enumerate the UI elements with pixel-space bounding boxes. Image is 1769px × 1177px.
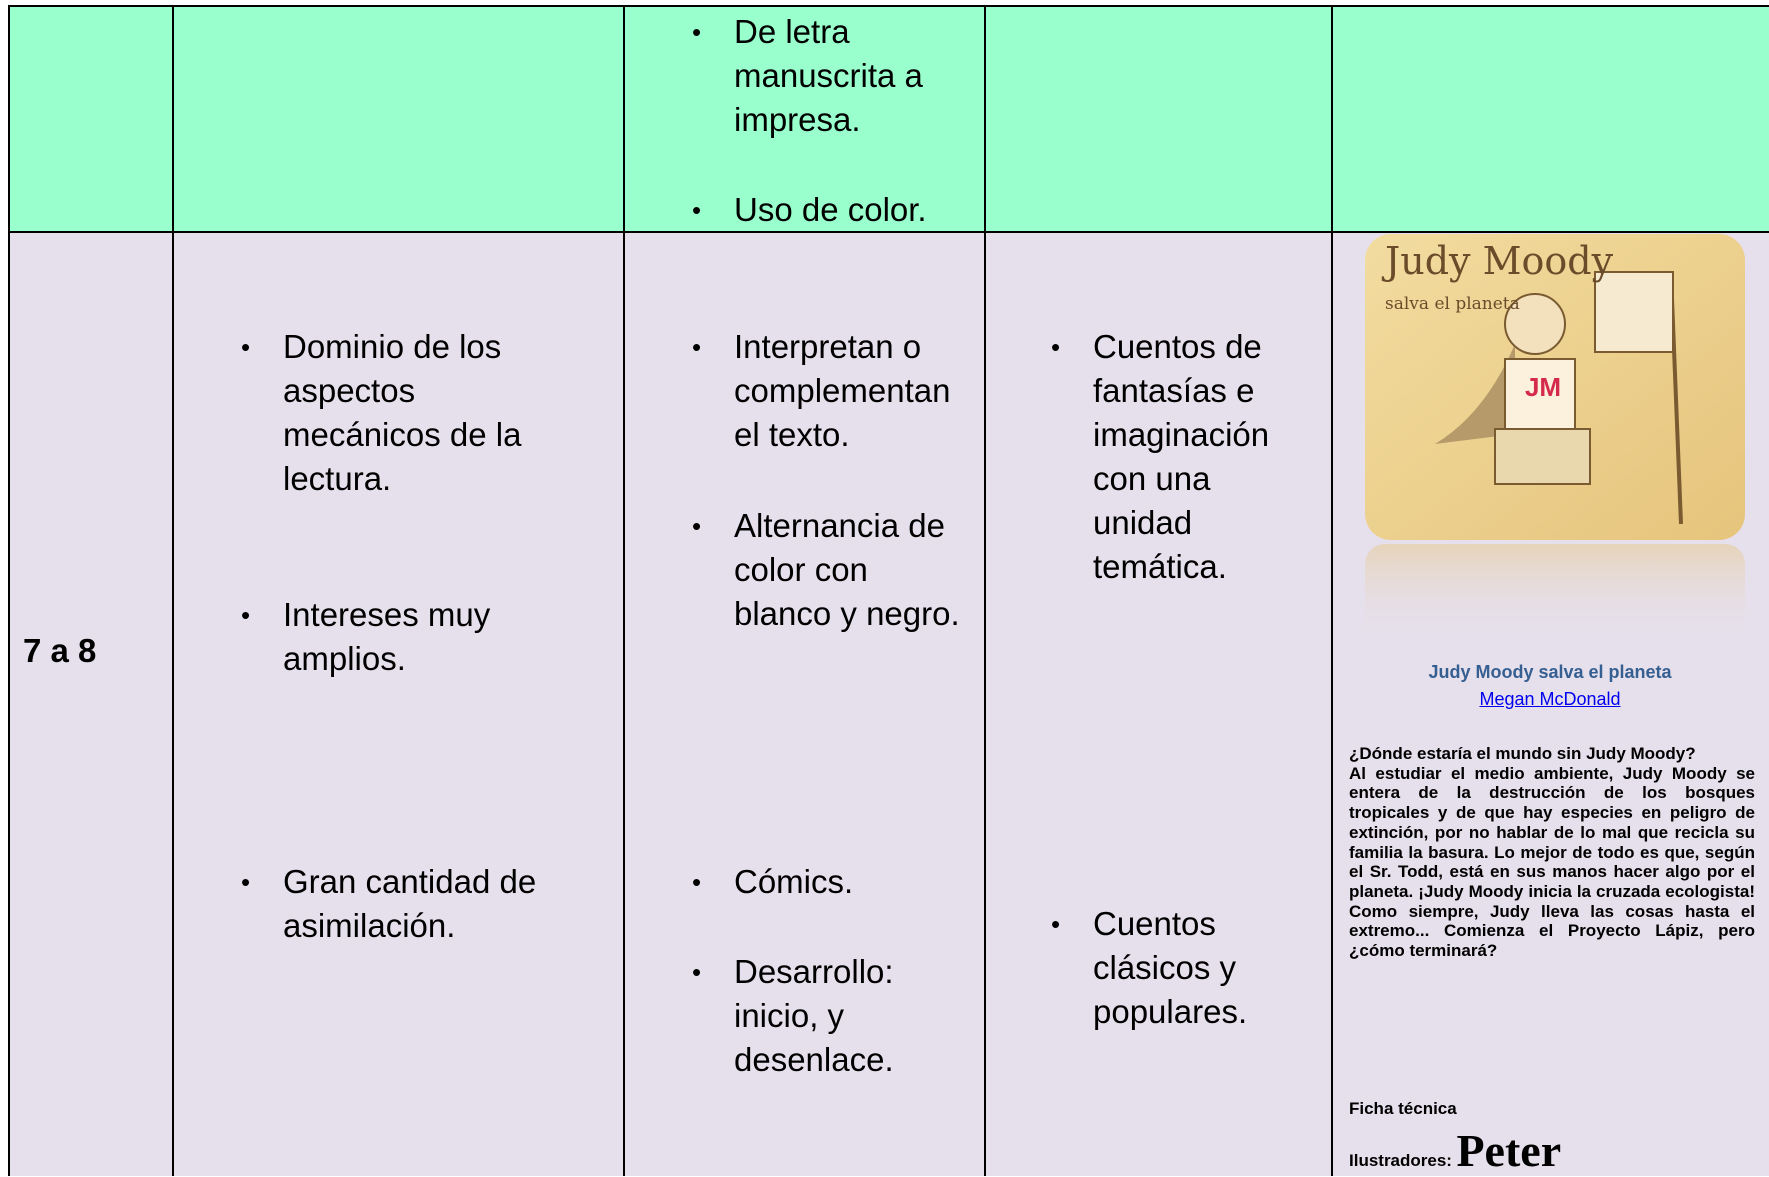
illustrator-name: Peter: [1456, 1125, 1562, 1176]
list-item: Cuentos de fantasías e imaginación con u…: [1051, 325, 1305, 589]
cover-title: Judy Moody: [1381, 239, 1614, 283]
book-description: ¿Dónde estaría el mundo sin Judy Moody? …: [1349, 744, 1755, 961]
book-cover: Judy Moody salva el planeta JM: [1365, 234, 1745, 644]
border: [984, 5, 986, 1176]
border: [9, 231, 1769, 233]
list-item: Dominio de los aspectos mecánicos de la …: [241, 325, 568, 501]
book-author[interactable]: Megan McDonald: [1479, 689, 1621, 709]
border: [623, 5, 625, 1176]
list-item: Gran cantidad de asimilación.: [241, 860, 583, 948]
list-item: Interpretan o complementan el texto.: [692, 325, 962, 457]
book-question: ¿Dónde estaría el mundo sin Judy Moody?: [1349, 744, 1696, 763]
cover-badge: JM: [1525, 372, 1561, 402]
list-item: Cuentos clásicos y populares.: [1051, 902, 1305, 1034]
list-item: Uso de color.: [692, 188, 962, 232]
list-item: Intereses muy amplios.: [241, 593, 568, 681]
list-item: Desarrollo: inicio, y desenlace.: [692, 950, 962, 1082]
list-item: De letra manuscrita a impresa.: [692, 10, 962, 142]
illustrators: Ilustradores: Peter: [1349, 1124, 1561, 1177]
book-title: Judy Moody salva el planeta: [1428, 662, 1672, 682]
border: [1331, 5, 1333, 1176]
list-item: Cómics.: [692, 860, 962, 904]
age-range: 7 a 8: [23, 632, 97, 669]
border: [8, 5, 10, 1176]
cover-subtitle: salva el planeta: [1385, 294, 1520, 314]
list-item: Alternancia de color con blanco y negro.: [692, 504, 962, 636]
illustrators-label: Ilustradores:: [1349, 1151, 1452, 1170]
book-synopsis: Al estudiar el medio ambiente, Judy Mood…: [1349, 763, 1755, 961]
sheet-label: Ficha técnica: [1349, 1099, 1457, 1118]
border: [172, 5, 174, 1176]
border: [9, 5, 1769, 7]
